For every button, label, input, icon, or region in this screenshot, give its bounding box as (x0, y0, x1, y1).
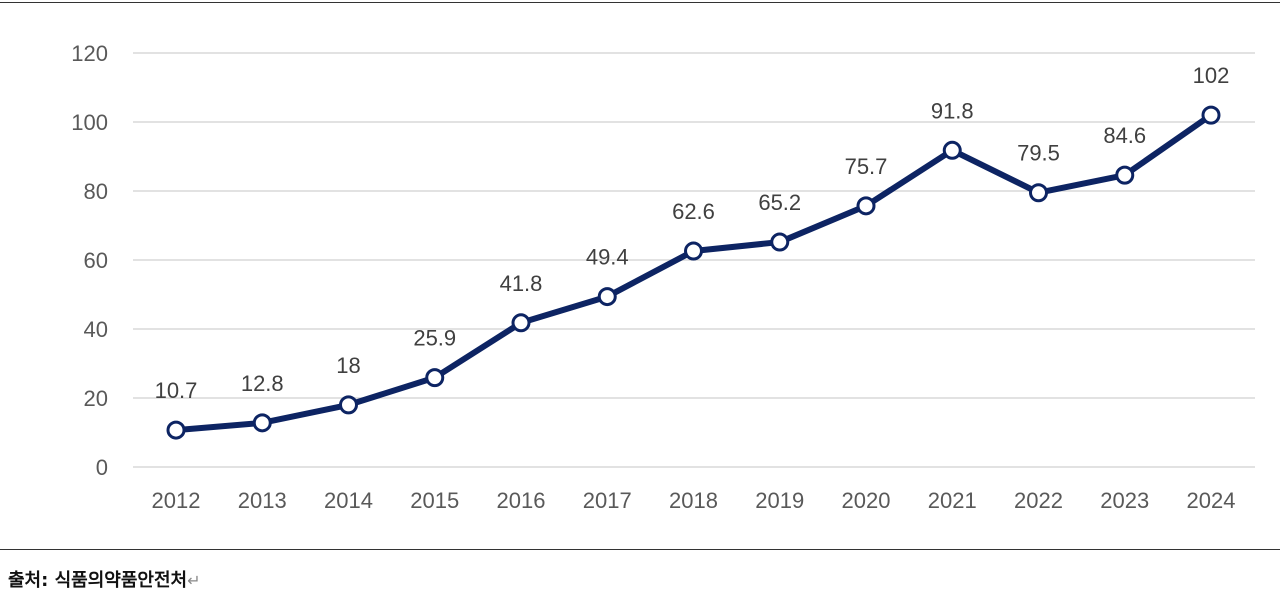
x-tick-2016: 2016 (497, 488, 546, 513)
x-tick-2022: 2022 (1014, 488, 1063, 513)
top-rule (0, 2, 1280, 3)
x-tick-2020: 2020 (842, 488, 891, 513)
source-note: 출처: 식품의약품안전처↵ (8, 566, 200, 592)
data-point-2017 (597, 287, 617, 307)
data-point-2012 (166, 420, 186, 440)
data-label-2017: 49.4 (586, 245, 629, 270)
x-tick-2018: 2018 (669, 488, 718, 513)
data-point-2014 (339, 395, 358, 415)
source-text: 출처: 식품의약품안전처 (8, 570, 188, 591)
bottom-rule (0, 549, 1280, 550)
x-tick-2024: 2024 (1187, 488, 1236, 513)
line-chart: 0 20 40 60 80 100 120 2012 2013 2014 2015 2016 2017… (71, 41, 1255, 513)
x-tick-2013: 2013 (238, 488, 287, 513)
y-tick-0: 0 (96, 455, 108, 480)
data-point-2015 (425, 368, 445, 388)
data-label-2015: 25.9 (413, 326, 456, 351)
data-label-2024: 102 (1193, 63, 1230, 88)
data-point-2013 (252, 413, 272, 433)
data-point-2024 (1201, 105, 1221, 125)
y-tick-80: 80 (84, 179, 108, 204)
y-tick-40: 40 (84, 317, 108, 342)
data-label-2020: 75.7 (845, 154, 888, 179)
data-label-2013: 12.8 (241, 371, 284, 396)
data-point-2021 (942, 140, 962, 160)
data-point-2023 (1115, 165, 1135, 185)
data-label-2022: 79.5 (1017, 141, 1060, 166)
data-label-2012: 10.7 (155, 378, 198, 403)
gridlines (133, 52, 1255, 468)
data-point-2019 (770, 232, 790, 252)
y-tick-120: 120 (71, 41, 108, 66)
y-tick-20: 20 (84, 386, 108, 411)
data-labels: 10.7 12.8 18 25.9 41.8 49.4 62.6 65.2 75.7 91.8 79… (155, 63, 1230, 403)
x-tick-2017: 2017 (583, 488, 632, 513)
data-point-2022 (1029, 183, 1048, 203)
x-tick-2015: 2015 (410, 488, 459, 513)
x-tick-2014: 2014 (324, 488, 373, 513)
data-label-2016: 41.8 (500, 271, 543, 296)
data-point-2018 (684, 241, 703, 261)
series-line-group (166, 105, 1221, 440)
data-point-2020 (856, 196, 876, 216)
data-label-2019: 65.2 (758, 190, 801, 215)
return-symbol: ↵ (187, 571, 201, 590)
data-label-2023: 84.6 (1103, 123, 1146, 148)
data-label-2014: 18 (336, 353, 360, 378)
data-point-2016 (511, 313, 531, 333)
x-tick-2019: 2019 (755, 488, 804, 513)
y-tick-100: 100 (71, 110, 108, 135)
data-label-2021: 91.8 (931, 98, 974, 123)
x-axis-ticks: 2012 2013 2014 2015 2016 2017 2018 2019 2020 2021… (152, 488, 1236, 513)
x-tick-2023: 2023 (1100, 488, 1149, 513)
x-tick-2021: 2021 (928, 488, 977, 513)
y-axis-ticks: 0 20 40 60 80 100 120 (71, 41, 108, 480)
x-tick-2012: 2012 (152, 488, 201, 513)
y-tick-60: 60 (84, 248, 108, 273)
data-label-2018: 62.6 (672, 199, 715, 224)
